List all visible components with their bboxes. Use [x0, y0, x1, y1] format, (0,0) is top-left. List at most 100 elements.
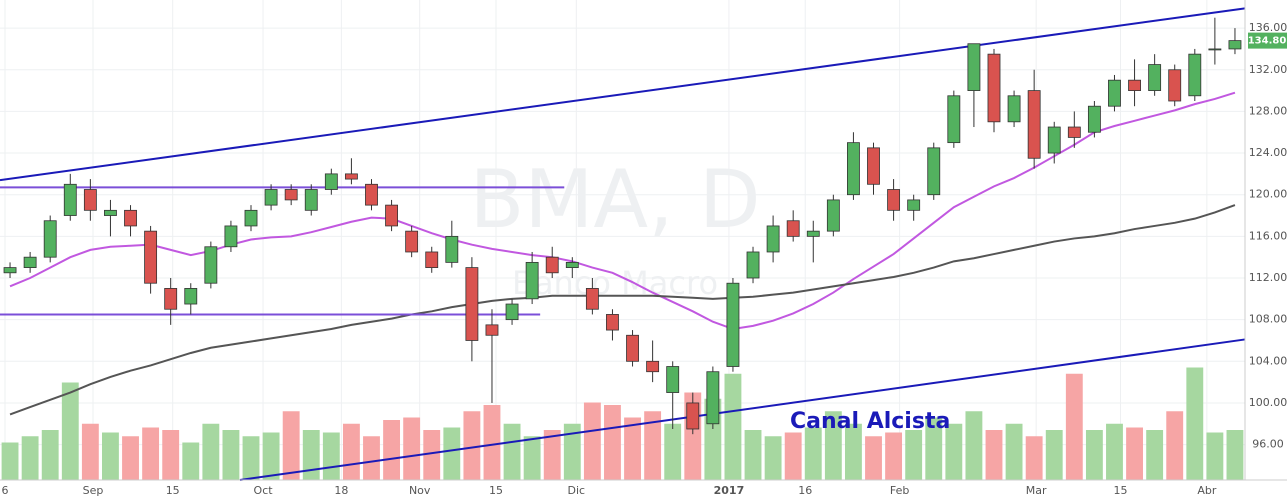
candle-body — [425, 251, 439, 268]
candle-body — [907, 199, 921, 211]
volume-bar — [222, 430, 240, 480]
candle-body — [766, 225, 780, 253]
candle-body — [204, 246, 218, 284]
candle-body — [1168, 69, 1182, 102]
candle-body — [1228, 40, 1242, 50]
volume-bar — [865, 436, 882, 480]
volume-bar — [483, 405, 501, 480]
y-tick-label: 116.00 — [1249, 229, 1287, 242]
volume-bar — [563, 423, 581, 480]
volume-bar — [81, 423, 99, 480]
candle-body — [23, 256, 37, 268]
y-tick-label: 132.00 — [1249, 63, 1287, 76]
volume-bar — [583, 402, 601, 480]
candle-body — [83, 189, 97, 211]
volume-bar — [1025, 436, 1043, 480]
candle-body — [746, 251, 760, 279]
y-tick-label: 96.00 — [1252, 438, 1284, 451]
candle-body — [686, 402, 700, 430]
annotation: Canal Alcista — [790, 409, 950, 434]
y-tick-label: 100.00 — [1249, 396, 1287, 409]
candle-body — [606, 314, 619, 331]
watermark: BMA, D — [469, 153, 760, 246]
volume-bar — [21, 436, 39, 480]
volume-bar — [905, 430, 923, 480]
candle-body — [264, 189, 278, 206]
candle-body — [726, 282, 740, 367]
trend-line — [239, 338, 1246, 481]
y-tick-label: 124.00 — [1249, 146, 1287, 159]
y-tick-label: 120.00 — [1249, 188, 1287, 201]
volume-bar — [242, 436, 260, 480]
volume-bar — [342, 423, 360, 480]
x-tick-label: 6 — [2, 484, 9, 497]
candle-body — [927, 147, 941, 196]
candle-body — [947, 95, 961, 144]
candle-body — [304, 189, 318, 211]
x-tick-label: Feb — [890, 484, 909, 497]
volume-bar — [61, 382, 79, 480]
candle-body — [987, 53, 1001, 123]
candle-body — [545, 256, 559, 274]
volume-bar — [202, 423, 220, 480]
candle-body — [485, 324, 499, 336]
y-tick-label: 128.00 — [1249, 104, 1287, 117]
volume-bar — [423, 430, 441, 480]
volume-bar — [443, 427, 461, 480]
candle-body — [224, 225, 238, 248]
volume-bar — [503, 423, 521, 480]
candle-body — [324, 173, 338, 190]
candle-body — [445, 235, 459, 263]
candle-body — [646, 360, 660, 373]
candle-body — [505, 303, 519, 321]
candle-body — [666, 366, 680, 393]
volume-bar — [784, 432, 802, 480]
candle-body — [826, 199, 840, 232]
volume-bar — [1, 442, 19, 480]
volume-bar — [985, 430, 1003, 480]
candle-body — [1128, 79, 1141, 91]
volume-bar — [1005, 423, 1023, 480]
x-tick-label: 15 — [166, 484, 180, 497]
x-tick-label: 15 — [1114, 484, 1128, 497]
candle-body — [525, 261, 539, 300]
y-tick-label: 104.00 — [1249, 354, 1287, 367]
candle-body — [706, 371, 720, 425]
candle-body — [365, 183, 378, 206]
candle-body — [786, 220, 800, 237]
volume-bar — [262, 432, 280, 480]
volume-bar — [463, 411, 481, 480]
volume-bar — [162, 430, 180, 480]
volume-bar — [523, 436, 541, 480]
y-tick-label: 108.00 — [1249, 313, 1287, 326]
candle-body — [184, 288, 198, 305]
volume-bar — [102, 432, 119, 480]
volume-bar — [122, 436, 139, 480]
candle-body — [1027, 90, 1041, 159]
last-price-box — [1248, 32, 1287, 49]
x-tick-label: Nov — [409, 484, 431, 497]
volume-bar — [1065, 373, 1083, 480]
candle-body — [124, 209, 137, 227]
volume-bar — [664, 423, 682, 480]
volume-bar — [724, 373, 742, 480]
candle-body — [1007, 95, 1021, 123]
volume-bar — [844, 423, 862, 480]
volume-bar — [182, 442, 200, 480]
volume-bar — [824, 411, 842, 480]
volume-bar — [1085, 430, 1103, 480]
volume-bar — [302, 430, 320, 480]
candle-body — [104, 209, 117, 216]
volume-bar — [41, 430, 59, 480]
candle-body — [887, 189, 901, 211]
candle-body — [3, 267, 17, 274]
trend-line — [0, 7, 1246, 182]
volume-bar — [1045, 430, 1063, 480]
volume-bar — [1146, 430, 1164, 480]
x-tick-label: 2017 — [714, 484, 745, 497]
candle-body — [1208, 48, 1222, 51]
last-price-label: 134.80 — [1248, 36, 1287, 47]
x-tick-label: Mar — [1026, 484, 1047, 497]
volume-bar — [1166, 411, 1184, 480]
volume-bar — [142, 427, 160, 480]
